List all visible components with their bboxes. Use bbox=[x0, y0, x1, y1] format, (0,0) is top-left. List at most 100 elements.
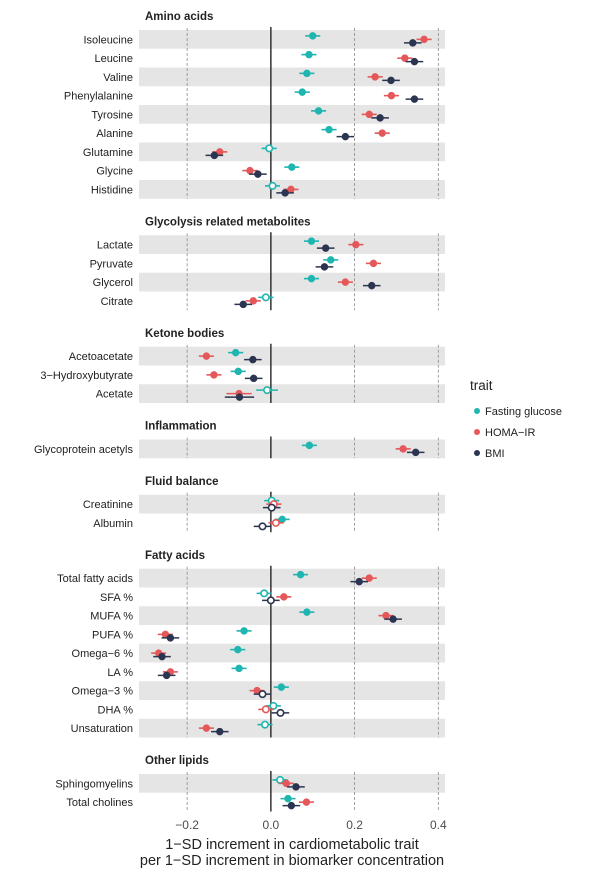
row-band bbox=[139, 643, 445, 663]
row-label: Phenylalanine bbox=[64, 91, 133, 103]
row-label: Unsaturation bbox=[71, 723, 133, 735]
estimate-point bbox=[341, 132, 350, 141]
point-homa-ir bbox=[383, 91, 399, 100]
facet-fluid-balance: Fluid balance Creatinine Albumin bbox=[83, 476, 445, 533]
estimate-point bbox=[267, 503, 276, 512]
estimate-point bbox=[298, 88, 306, 96]
legend-key bbox=[474, 429, 480, 435]
row-band bbox=[139, 272, 445, 292]
estimate-point bbox=[258, 522, 267, 531]
legend-item: HOMA−IR bbox=[474, 427, 535, 439]
point-homa-ir bbox=[198, 724, 214, 732]
row-label: Lactate bbox=[97, 240, 133, 252]
estimate-point bbox=[305, 50, 313, 59]
estimate-point bbox=[365, 574, 373, 582]
point-fasting-glucose bbox=[228, 348, 244, 357]
point-homa-ir bbox=[258, 705, 274, 714]
row-label: Total fatty acids bbox=[57, 573, 133, 585]
point-bmi bbox=[234, 300, 253, 309]
point-fasting-glucose bbox=[273, 683, 289, 691]
point-fasting-glucose bbox=[236, 627, 252, 635]
point-bmi bbox=[384, 615, 402, 623]
row-label: Glycine bbox=[96, 166, 133, 178]
x-axis: −0.2 0.0 0.2 0.4 bbox=[175, 818, 447, 832]
estimate-point bbox=[387, 91, 396, 100]
row-label: Tyrosine bbox=[91, 109, 133, 121]
estimate-point bbox=[158, 652, 166, 661]
point-homa-ir bbox=[157, 630, 173, 639]
row-label: Albumin bbox=[93, 518, 133, 530]
row-label: DHA % bbox=[98, 704, 134, 716]
row-band bbox=[139, 494, 445, 514]
point-homa-ir bbox=[278, 779, 294, 788]
estimate-point bbox=[369, 259, 378, 268]
row-band bbox=[139, 30, 445, 49]
estimate-point bbox=[378, 129, 386, 137]
point-bmi bbox=[282, 801, 301, 810]
row-label: Valine bbox=[103, 72, 133, 84]
estimate-point bbox=[202, 352, 211, 360]
estimate-point bbox=[276, 708, 285, 717]
row-band bbox=[139, 105, 445, 124]
row-label: MUFA % bbox=[90, 611, 133, 623]
point-fasting-glucose bbox=[303, 237, 319, 245]
estimate-point bbox=[325, 125, 333, 134]
point-bmi bbox=[253, 690, 272, 699]
point-bmi bbox=[315, 263, 334, 271]
row-band bbox=[139, 718, 445, 738]
legend-label: HOMA−IR bbox=[485, 427, 535, 439]
point-homa-ir bbox=[361, 574, 377, 582]
point-fasting-glucose bbox=[258, 293, 274, 302]
estimate-point bbox=[239, 300, 247, 309]
row-label: Glycoprotein acetyls bbox=[34, 444, 134, 456]
point-fasting-glucose bbox=[299, 608, 315, 616]
estimate-point bbox=[307, 237, 316, 245]
point-fasting-glucose bbox=[265, 181, 281, 190]
estimate-point bbox=[305, 441, 314, 450]
estimate-point bbox=[265, 144, 274, 153]
row-band bbox=[139, 384, 445, 403]
point-homa-ir bbox=[206, 371, 222, 379]
facet-title: Other lipids bbox=[145, 755, 209, 767]
point-bmi bbox=[371, 114, 389, 122]
row-band bbox=[139, 681, 445, 700]
row-label: Total cholines bbox=[66, 797, 133, 809]
point-fasting-glucose bbox=[303, 274, 319, 283]
estimate-point bbox=[271, 518, 280, 527]
point-fasting-glucose bbox=[293, 570, 309, 579]
point-bmi bbox=[287, 783, 305, 791]
estimate-point bbox=[234, 645, 242, 654]
estimate-point bbox=[303, 608, 311, 616]
row-label: Creatinine bbox=[83, 499, 133, 511]
row-label: Acetate bbox=[96, 389, 133, 401]
row-band bbox=[139, 606, 445, 625]
point-fasting-glucose bbox=[280, 794, 296, 803]
estimate-point bbox=[240, 627, 248, 635]
facet-title: Amino acids bbox=[145, 11, 213, 23]
legend-key bbox=[474, 450, 480, 456]
legend-label: BMI bbox=[485, 448, 505, 460]
estimate-point bbox=[365, 110, 373, 119]
point-bmi bbox=[244, 355, 262, 364]
legend-item: Fasting glucose bbox=[474, 406, 562, 418]
point-bmi bbox=[271, 708, 290, 717]
row-label: Pyruvate bbox=[90, 258, 133, 270]
estimate-point bbox=[284, 794, 292, 803]
estimate-point bbox=[410, 57, 419, 66]
estimate-point bbox=[254, 170, 262, 178]
point-fasting-glucose bbox=[311, 107, 327, 115]
estimate-point bbox=[352, 240, 360, 249]
facet-ketone-bodies: Ketone bodies Acetoacetate 3−Hydroxybutyra… bbox=[40, 328, 445, 403]
point-homa-ir bbox=[348, 240, 364, 249]
estimate-point bbox=[314, 107, 323, 115]
point-bmi bbox=[253, 522, 272, 531]
point-bmi bbox=[262, 596, 280, 605]
estimate-point bbox=[327, 256, 335, 264]
estimate-point bbox=[162, 671, 171, 680]
estimate-point bbox=[261, 293, 270, 302]
estimate-point bbox=[249, 355, 257, 364]
row-label: Acetoacetate bbox=[69, 351, 133, 363]
estimate-point bbox=[260, 720, 269, 729]
row-label: LA % bbox=[107, 667, 133, 679]
estimate-point bbox=[320, 263, 329, 271]
